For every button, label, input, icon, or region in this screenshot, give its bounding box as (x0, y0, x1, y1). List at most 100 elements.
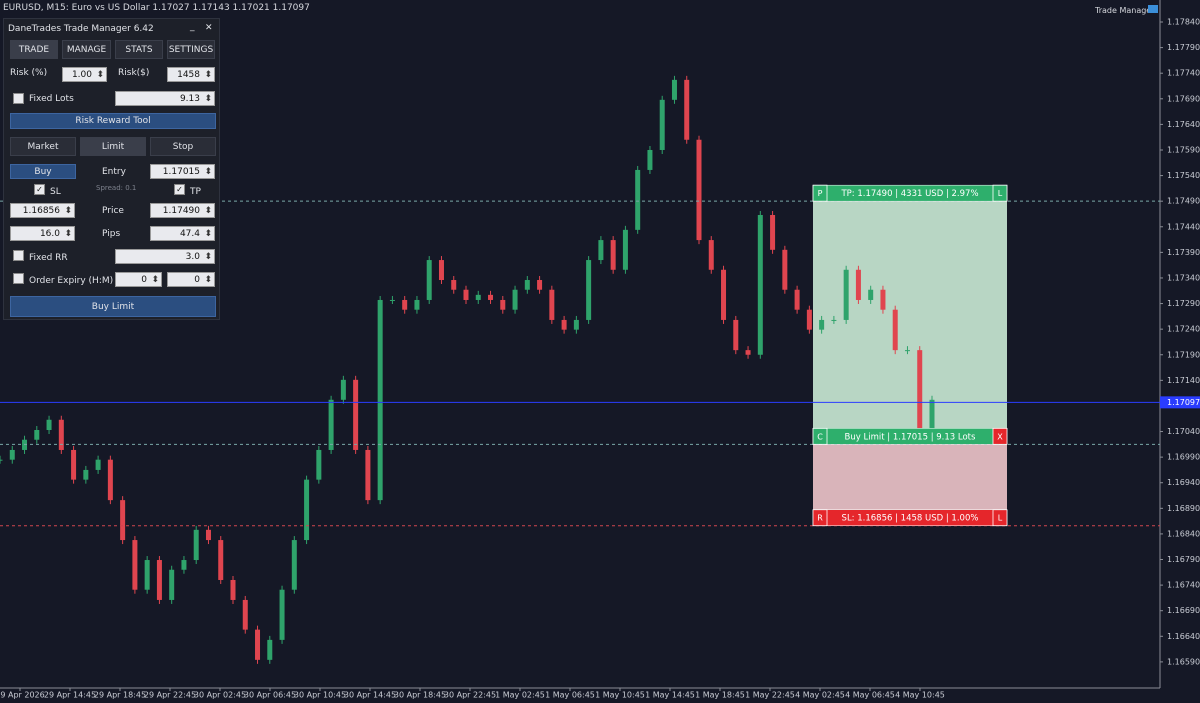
y-tick-label: 1.17840 (1167, 18, 1200, 27)
trade-manager-badge[interactable]: Trade Manager (1095, 6, 1155, 15)
candle-body (22, 439, 28, 450)
tab[interactable]: MANAGE (62, 40, 111, 59)
candle-body (242, 599, 248, 630)
candle-body (868, 289, 874, 300)
sl-label: SL: 1.16856 | 1458 USD | 1.00% (842, 514, 979, 524)
x-tick-label: 30 Apr 02:45 (194, 691, 246, 700)
candle-body (58, 419, 64, 450)
risk-pct-label: Risk (%) (10, 68, 48, 78)
x-tick-label: 4 May 02:45 (795, 691, 845, 700)
candle-body (549, 289, 555, 320)
order-type[interactable]: Stop (150, 137, 216, 156)
sl-price-input[interactable]: 1.16856 (10, 203, 75, 218)
submit-order[interactable]: Buy Limit (10, 296, 216, 317)
candle-body (304, 479, 310, 541)
entry-label: Buy Limit | 1.17015 | 9.13 Lots (845, 432, 976, 442)
fixed-lots-label: Fixed Lots (29, 94, 74, 104)
fixed-rr-checkbox[interactable] (13, 250, 24, 261)
candle-body (426, 260, 432, 300)
tab[interactable]: SETTINGS (167, 40, 215, 59)
tp-checkbox[interactable]: ✓ (174, 184, 185, 195)
sl-tag-left (812, 509, 828, 527)
fixed-rr-input[interactable]: 3.0 (115, 249, 215, 264)
candle-body (340, 379, 346, 400)
candle-body (782, 249, 788, 290)
expiry-checkbox[interactable] (13, 273, 24, 284)
sl-label: SL (50, 187, 61, 197)
candle-body (71, 449, 77, 480)
candle-body (451, 280, 457, 290)
candle-body (328, 399, 334, 450)
candle-body (279, 589, 285, 640)
tab[interactable]: TRADE (10, 40, 58, 59)
y-tick-label: 1.17040 (1167, 427, 1200, 436)
candle-body (708, 240, 714, 270)
candle-body (463, 289, 469, 300)
y-tick-label: 1.16840 (1167, 529, 1200, 538)
expiry-hours[interactable]: 0 (115, 272, 162, 287)
candle-body (107, 459, 113, 501)
candle-body (365, 449, 371, 501)
x-tick-label: 4 May 06:45 (845, 691, 895, 700)
y-tick-label: 1.17140 (1167, 376, 1200, 385)
minimize[interactable]: _ (190, 22, 195, 32)
sl-pips-input[interactable]: 16.0 (10, 226, 75, 241)
x-tick-label: 1 May 10:45 (595, 691, 645, 700)
x-tick-label: 1 May 14:45 (645, 691, 695, 700)
order-type[interactable]: Limit (80, 137, 146, 156)
candle-body (721, 269, 727, 320)
candle-body (904, 350, 910, 352)
side-button[interactable]: Buy (10, 164, 76, 179)
pips-label: Pips (102, 229, 121, 239)
x-tick-label: 1 May 02:45 (495, 691, 545, 700)
sl-checkbox[interactable]: ✓ (34, 184, 45, 195)
fixed-lots-input[interactable]: 9.13 (115, 91, 215, 106)
order-type[interactable]: Market (10, 137, 76, 156)
risk-usd-input[interactable]: 1458 (167, 67, 215, 82)
tp-price-input[interactable]: 1.17490 (150, 203, 215, 218)
sl-tag-right (992, 509, 1008, 527)
candle-body (34, 430, 40, 440)
candle-body (770, 215, 776, 250)
close[interactable]: ✕ (205, 23, 213, 33)
candle-body (156, 560, 162, 600)
candle-body (144, 560, 150, 590)
expiry-minutes[interactable]: 0 (167, 272, 215, 287)
tp-tag-left-label: P (818, 189, 823, 198)
candle-body (831, 319, 837, 321)
y-tick-label: 1.16590 (1167, 657, 1200, 666)
candle-body (475, 294, 481, 300)
candle-body (169, 569, 175, 600)
fixed-lots-checkbox[interactable] (13, 93, 24, 104)
candle-body (230, 579, 236, 600)
candle-body (205, 529, 211, 541)
x-tick-label: 29 Apr 22:45 (144, 691, 196, 700)
risk-pct-input[interactable]: 1.00 (62, 67, 107, 82)
candle-body (671, 79, 677, 100)
tp-tag-right (992, 184, 1008, 202)
y-tick-label: 1.16890 (1167, 504, 1200, 513)
tp-label: TP: 1.17490 | 4331 USD | 2.97% (840, 189, 978, 199)
candle-body (696, 139, 702, 241)
tp-pips-input[interactable]: 47.4 (150, 226, 215, 241)
x-tick-label: 30 Apr 22:45 (444, 691, 496, 700)
y-tick-label: 1.17490 (1167, 197, 1200, 206)
y-tick-label: 1.17540 (1167, 171, 1200, 180)
tab[interactable]: STATS (115, 40, 163, 59)
entry-tag-right-label: X (997, 432, 1003, 441)
sl-tag-left-label: R (817, 514, 823, 523)
y-tick-label: 1.17440 (1167, 222, 1200, 231)
candle-body (647, 149, 653, 170)
entry-input[interactable]: 1.17015 (150, 164, 215, 179)
y-tick-label: 1.16640 (1167, 632, 1200, 641)
trade-panel: DaneTrades Trade Manager 6.42 _ ✕ TRADE … (3, 18, 220, 320)
candle-body (438, 260, 444, 281)
x-tick-label: 29 Apr 2026 (0, 691, 45, 700)
risk-reward-tool[interactable]: Risk Reward Tool (10, 113, 216, 129)
candle-body (414, 299, 420, 310)
candle-body (917, 350, 923, 430)
y-tick-label: 1.17640 (1167, 120, 1200, 129)
fixed-rr-label: Fixed RR (29, 253, 68, 263)
candle-body (95, 459, 101, 470)
